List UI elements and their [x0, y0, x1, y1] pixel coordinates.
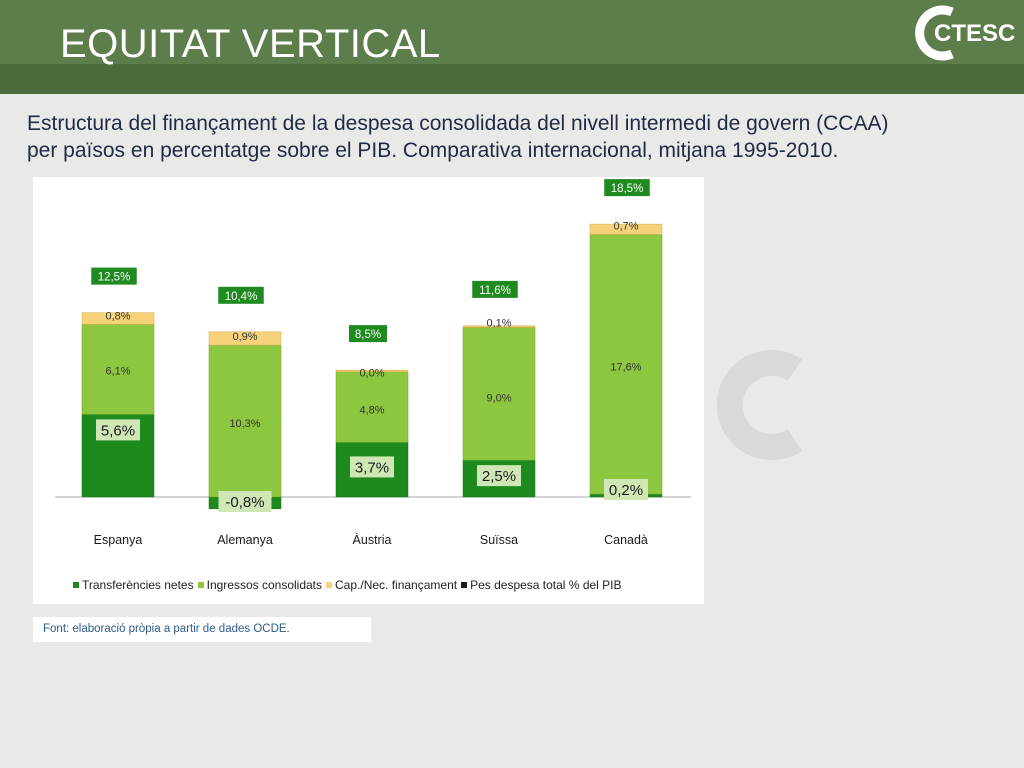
transfers-label-bg — [96, 419, 140, 441]
legend-swatch-total — [461, 582, 468, 588]
legend-label-consolidated: Ingressos consolidats — [206, 578, 323, 592]
category-label: Espanya — [94, 533, 143, 547]
legend-item-consolidated: Ingressos consolidats — [197, 578, 323, 592]
chart-legend: Transferències netes Ingressos consolida… — [73, 577, 626, 593]
legend-item-transfers: Transferències netes — [73, 578, 194, 592]
legend-label-total: Pes despesa total % del PIB — [470, 578, 622, 592]
total-value-label: 11,6% — [479, 285, 511, 297]
capacity-value-label: 0,9% — [232, 331, 257, 343]
bar-consolidated — [335, 371, 409, 443]
capacity-value-label: 0,0% — [359, 368, 384, 380]
header-band — [0, 64, 1024, 94]
legend-swatch-transfers — [73, 582, 79, 588]
bar-consolidated — [462, 327, 536, 461]
transfers-value-label: 0,2% — [609, 482, 643, 499]
chart-subtitle: Estructura del finançament de la despesa… — [27, 110, 987, 164]
legend-item-capacity: Cap./Nec. finançament — [326, 578, 457, 592]
bar-capacity — [589, 223, 663, 235]
category-label: Suïssa — [480, 533, 518, 547]
transfers-value-label: -0,8% — [225, 494, 264, 511]
watermark-logo — [716, 350, 803, 460]
total-label-bg — [472, 280, 518, 298]
bar-capacity — [335, 369, 409, 372]
subtitle-line-1: Estructura del finançament de la despesa… — [27, 112, 889, 135]
total-label-bg — [604, 179, 650, 197]
consolidated-value-label: 4,8% — [359, 405, 384, 417]
transfers-label-bg — [350, 456, 394, 478]
category-label: Àustria — [353, 532, 392, 547]
transfers-label-bg — [604, 479, 648, 500]
subtitle-line-2: per països en percentatge sobre el PIB. … — [27, 139, 839, 162]
legend-item-total: Pes despesa total % del PIB — [461, 578, 622, 592]
consolidated-value-label: 6,1% — [105, 365, 130, 377]
chart-panel: 5,6% 6,1% 0,8% 12,5% Espanya -0,8% 10,3% 0,9% 10… — [33, 177, 704, 604]
legend-swatch-consolidated — [197, 582, 204, 588]
total-label-bg — [349, 325, 387, 343]
total-value-label: 8,5% — [355, 329, 381, 341]
total-value-label: 12,5% — [98, 272, 131, 284]
bar-consolidated — [589, 234, 663, 495]
header-bar: EQUITAT VERTICAL CTESC — [0, 0, 1024, 94]
logo-text: CTESC — [934, 20, 1016, 47]
bar-capacity — [462, 325, 536, 328]
legend-label-capacity: Cap./Nec. finançament — [335, 578, 458, 592]
bar-capacity — [81, 312, 155, 325]
total-value-label: 10,4% — [225, 291, 258, 303]
category-label: Canadà — [604, 533, 648, 547]
transfers-label-bg — [477, 465, 521, 487]
consolidated-value-label: 9,0% — [486, 392, 511, 404]
legend-swatch-capacity — [326, 582, 333, 588]
ctesc-logo — [915, 5, 954, 61]
category-label: Alemanya — [217, 533, 273, 547]
source-note: Font: elaboració pròpia a partir de dade… — [33, 617, 371, 642]
total-label-bg — [91, 267, 137, 285]
transfers-value-label: 5,6% — [101, 422, 135, 439]
bar-consolidated — [208, 344, 282, 498]
transfers-value-label: 2,5% — [482, 468, 516, 485]
capacity-value-label: 0,8% — [105, 310, 130, 322]
capacity-value-label: 0,7% — [613, 220, 638, 232]
consolidated-value-label: 10,3% — [229, 418, 260, 430]
transfers-label-bg — [218, 491, 272, 512]
transfers-value-label: 3,7% — [355, 459, 389, 476]
page-title: EQUITAT VERTICAL — [60, 22, 441, 66]
consolidated-value-label: 17,6% — [610, 361, 641, 373]
total-label-bg — [218, 286, 264, 304]
bar-capacity — [208, 331, 282, 346]
stacked-bar-chart: 5,6% 6,1% 0,8% 12,5% Espanya -0,8% 10,3% 0,9% 10… — [55, 179, 691, 547]
total-value-label: 18,5% — [611, 183, 644, 195]
legend-label-transfers: Transferències netes — [82, 578, 194, 592]
capacity-value-label: 0,1% — [486, 317, 511, 329]
